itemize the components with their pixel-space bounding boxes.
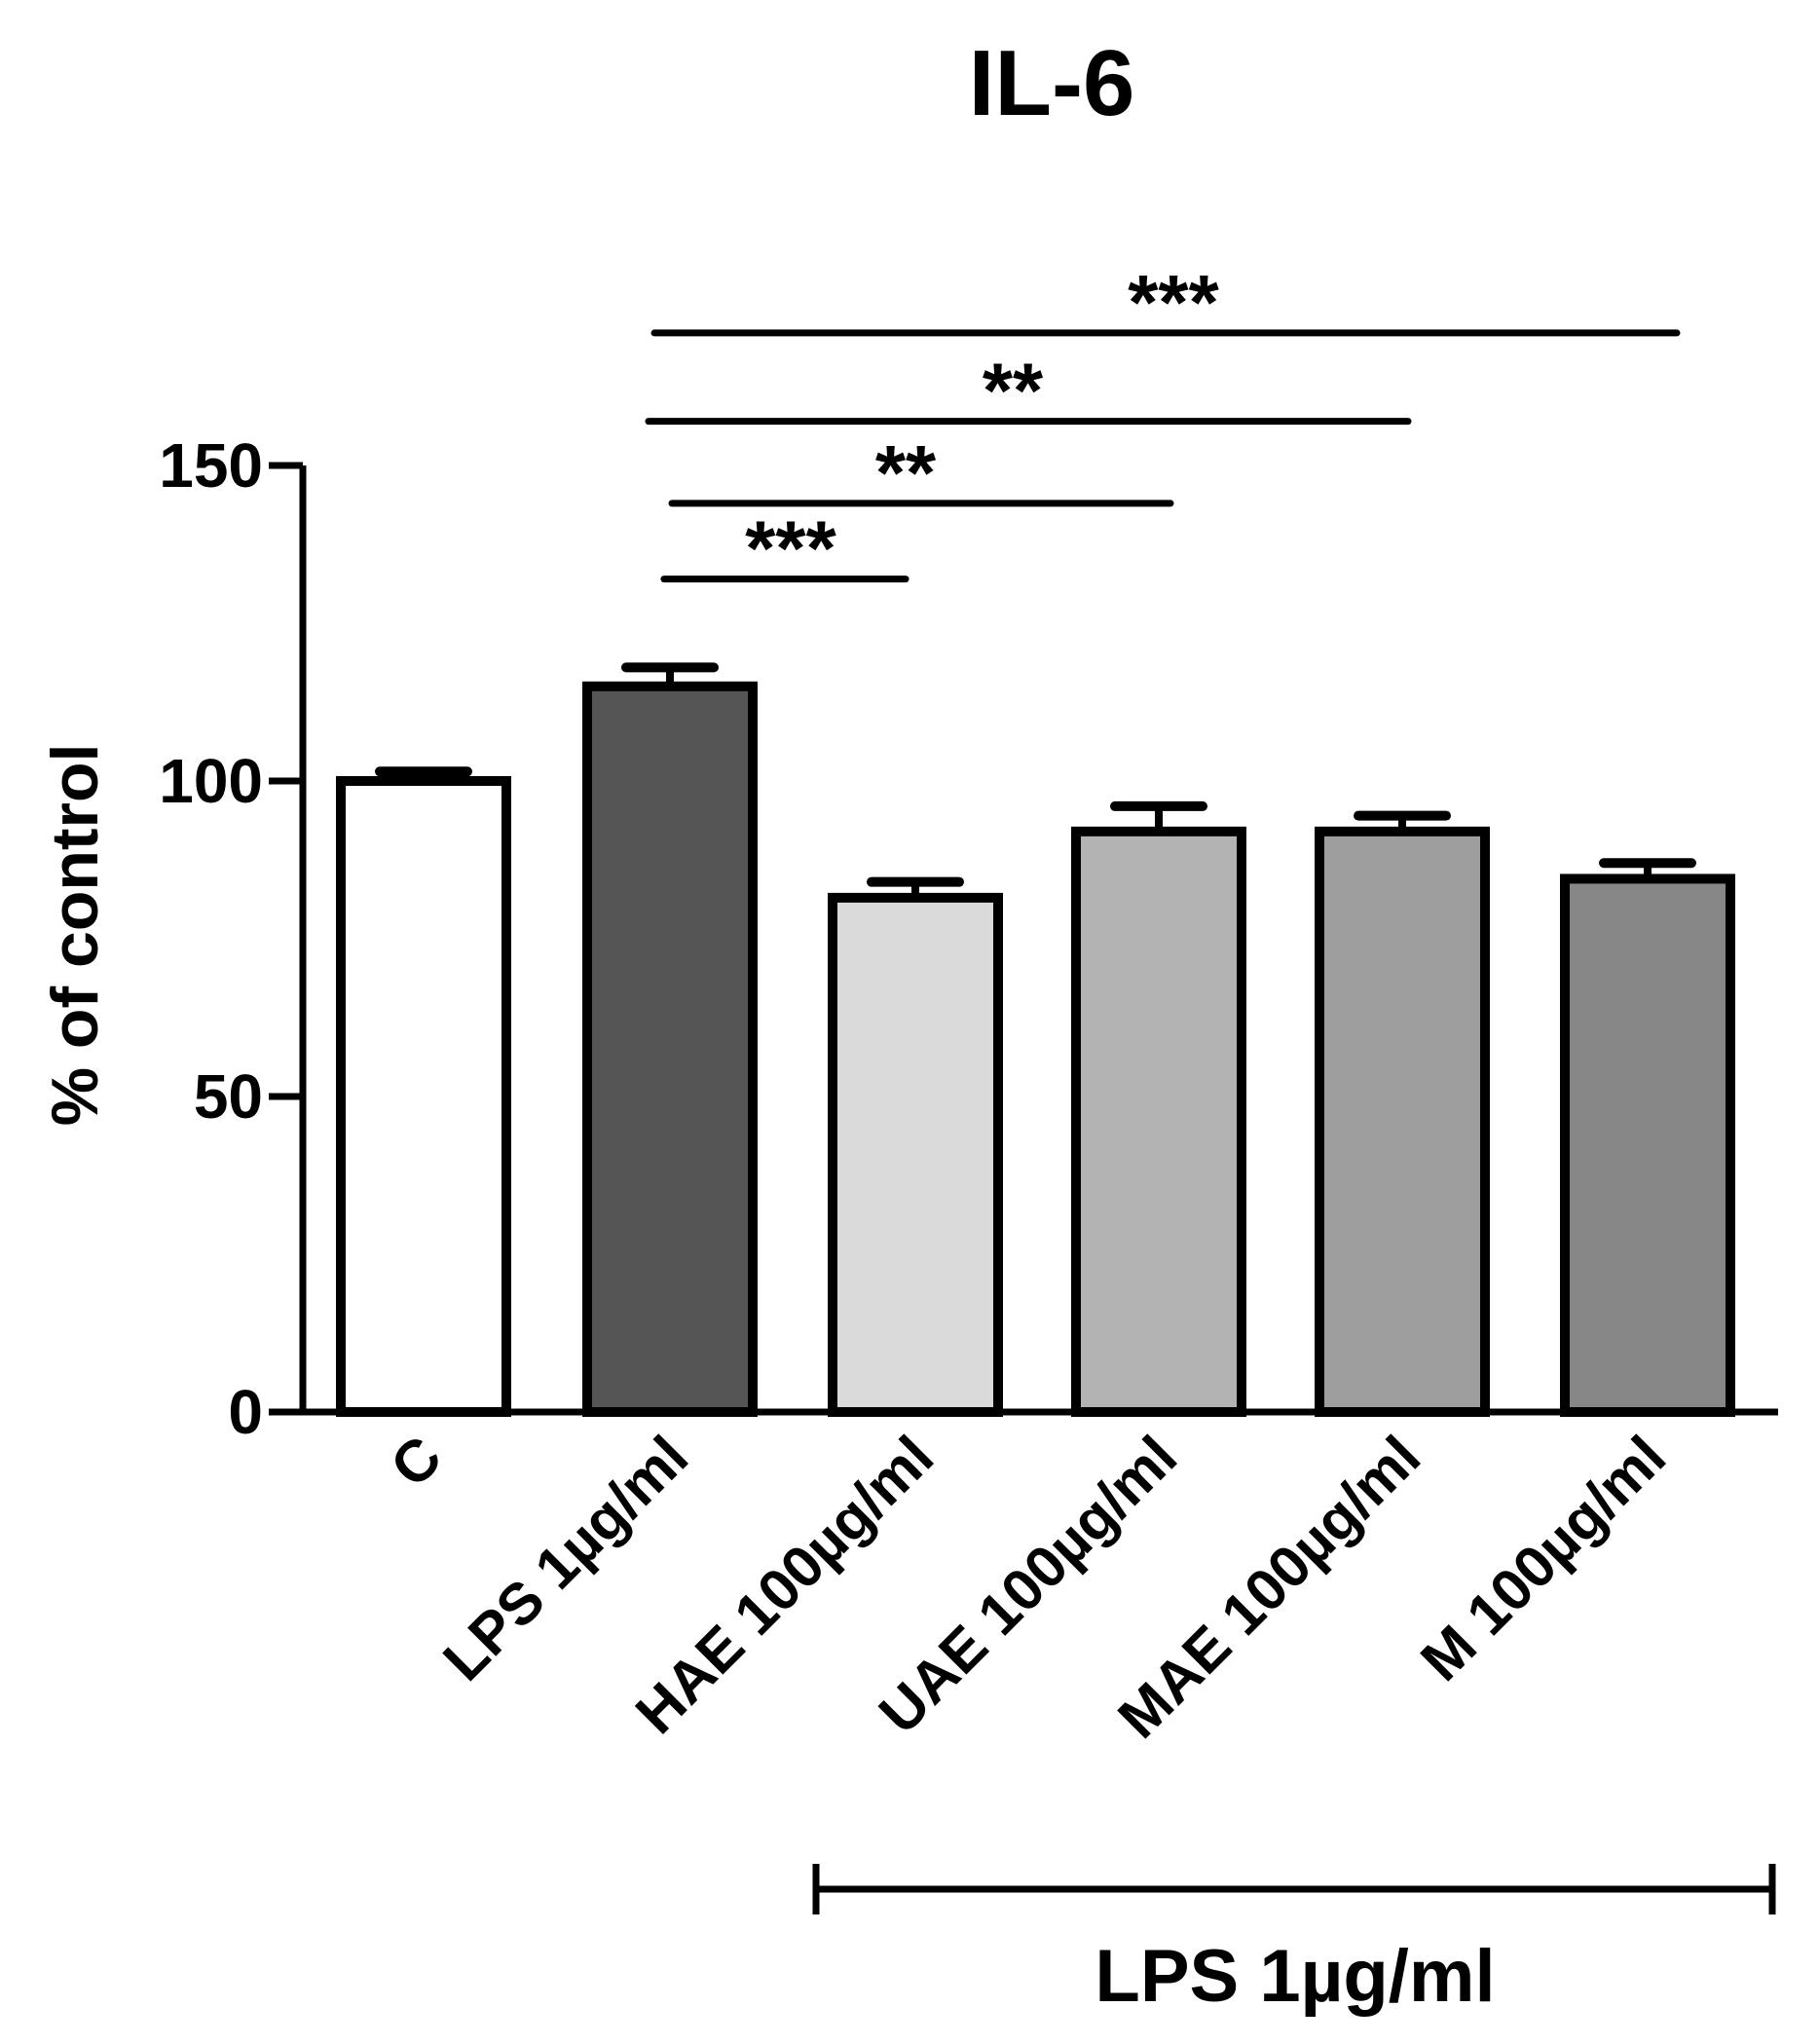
category-label: M 100µg/ml (1408, 1424, 1678, 1693)
category-label: C (378, 1424, 454, 1500)
significance-stars: *** (1128, 259, 1219, 346)
bar (828, 892, 1003, 1417)
bar (582, 681, 758, 1417)
bars-group (336, 681, 1735, 1417)
significance-annotations: ********** (645, 259, 1681, 592)
bar (1560, 873, 1735, 1417)
chart-title: IL-6 (969, 31, 1135, 135)
bar (1071, 826, 1246, 1417)
y-tick-label: 50 (194, 1061, 263, 1132)
significance-stars: ** (983, 348, 1044, 434)
y-axis-title: % of control (38, 744, 112, 1127)
y-tick-label: 150 (159, 430, 263, 501)
y-tick-label: 0 (228, 1377, 263, 1447)
bracket-label: LPS 1µg/ml (1095, 1935, 1495, 2018)
category-label: LPS 1µg/ml (430, 1424, 700, 1693)
significance-stars: *** (745, 505, 836, 592)
bar (1315, 826, 1490, 1417)
error-bars-group (375, 662, 1696, 898)
bar (336, 776, 511, 1417)
significance-stars: ** (875, 429, 937, 516)
y-axis-ticks: 0 50 100 150 (159, 430, 303, 1447)
lps-group-bracket: LPS 1µg/ml (812, 1864, 1776, 2018)
y-tick-label: 100 (159, 746, 263, 816)
